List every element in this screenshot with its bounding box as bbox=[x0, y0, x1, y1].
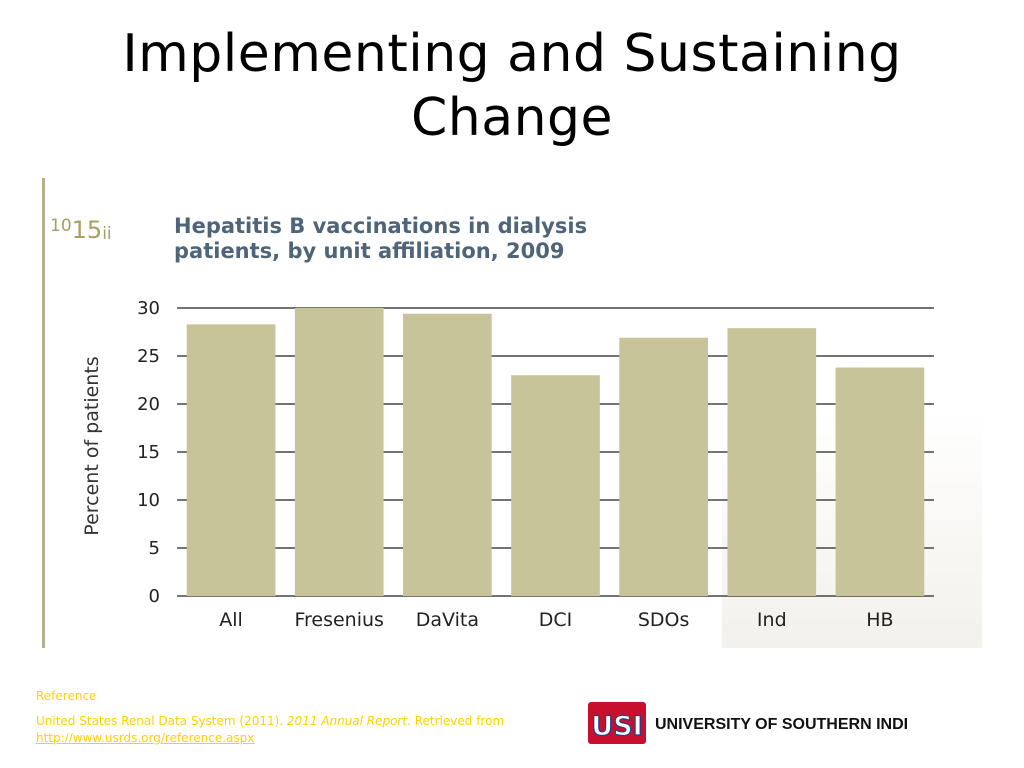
chart-title-line-2: patients, by unit affiliation, 2009 bbox=[174, 239, 564, 263]
figure-number-part-1: 10 bbox=[50, 216, 72, 236]
usi-logo-mark: USI bbox=[591, 711, 642, 742]
x-tick-label-6: HB bbox=[866, 609, 893, 631]
y-axis-label: Percent of patients bbox=[81, 356, 103, 535]
figure-number: 1015ii bbox=[50, 216, 112, 244]
bar-chart: Hepatitis B vaccinations in dialysis pat… bbox=[81, 214, 934, 631]
figure-number-part-2: 15 bbox=[71, 216, 103, 244]
reference-link[interactable]: http://www.usrds.org/reference.aspx bbox=[36, 731, 255, 745]
x-tick-label-1: Fresenius bbox=[294, 609, 383, 631]
bar-all bbox=[186, 324, 276, 596]
bar-fresenius bbox=[294, 308, 384, 596]
slide-title-line-2: Change bbox=[410, 88, 614, 148]
x-tick-label-3: DCI bbox=[539, 609, 573, 631]
y-tick-label-4: 20 bbox=[137, 394, 160, 415]
reference-text-part-2: . Retrieved from bbox=[407, 714, 505, 728]
reference-title: 2011 Annual Report bbox=[286, 714, 408, 728]
y-tick-label-2: 10 bbox=[137, 490, 160, 511]
slide-title-line-1: Implementing and Sustaining bbox=[122, 24, 902, 84]
figure-left-rule bbox=[42, 178, 45, 648]
y-tick-label-6: 30 bbox=[137, 298, 160, 319]
bar-layer bbox=[186, 308, 925, 596]
bar-ind bbox=[727, 328, 817, 596]
y-tick-label-3: 15 bbox=[137, 442, 160, 463]
bar-davita bbox=[403, 313, 492, 596]
chart-title-line-1: Hepatitis B vaccinations in dialysis bbox=[174, 214, 587, 238]
y-tick-label-1: 5 bbox=[149, 538, 160, 559]
x-tick-label-4: SDOs bbox=[638, 609, 690, 631]
reference-label: Reference bbox=[36, 689, 97, 703]
reference-text-part-1: United States Renal Data System (2011). bbox=[36, 714, 287, 728]
usi-logo: USI UNIVERSITY OF SOUTHERN INDIANA bbox=[588, 702, 908, 744]
y-tick-label-5: 25 bbox=[137, 346, 160, 367]
y-tick-label-0: 0 bbox=[149, 586, 160, 607]
y-tick-layer: 0 5 10 15 20 25 30 bbox=[137, 298, 160, 607]
figure-number-part-3: ii bbox=[102, 224, 112, 244]
x-tick-layer: All Fresenius DaVita DCI SDOs Ind HB bbox=[219, 609, 893, 631]
usi-logo-name: UNIVERSITY OF SOUTHERN INDIANA bbox=[655, 716, 908, 733]
slide-title: Implementing and Sustaining Change bbox=[0, 22, 1024, 150]
bar-sdos bbox=[619, 337, 708, 596]
x-tick-label-2: DaVita bbox=[416, 609, 479, 631]
figure-panel: 1015ii Hepatitis B vaccinations in dialy… bbox=[42, 178, 982, 648]
reference-block: Reference United States Renal Data Syste… bbox=[36, 688, 536, 747]
x-tick-label-0: All bbox=[219, 609, 243, 631]
x-tick-label-5: Ind bbox=[757, 609, 787, 631]
usi-logo-flag bbox=[588, 702, 646, 744]
bar-hb bbox=[835, 367, 925, 596]
bar-dci bbox=[511, 375, 600, 596]
